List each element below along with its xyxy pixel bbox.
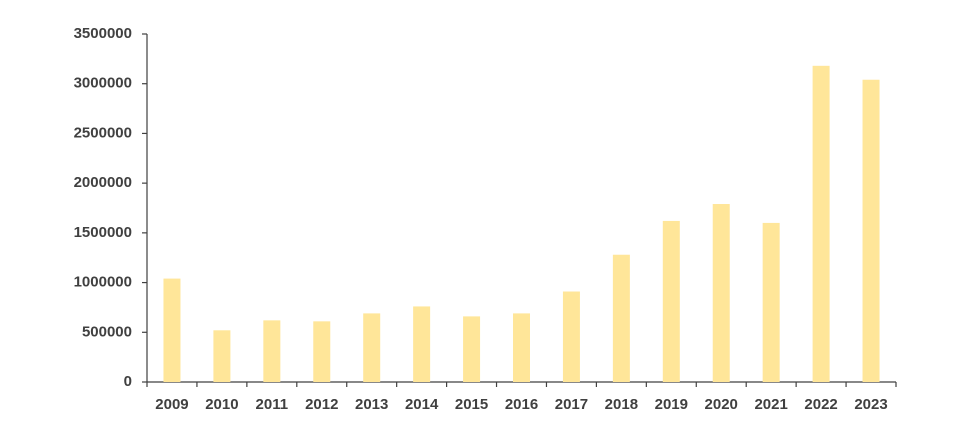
x-tick-label: 2016 (505, 396, 538, 413)
y-tick-label: 2000000 (74, 174, 132, 191)
x-tick-label: 2017 (555, 396, 588, 413)
bar (313, 321, 331, 382)
y-tick-label: 1000000 (74, 274, 132, 291)
x-tick-label: 2013 (355, 396, 388, 413)
x-tick-label: 2009 (155, 396, 188, 413)
y-tick-label: 500000 (82, 323, 132, 340)
x-tick-label: 2012 (305, 396, 338, 413)
x-tick-label: 2021 (754, 396, 787, 413)
bar (562, 291, 580, 382)
y-tick-label: 3000000 (74, 75, 132, 92)
bar (612, 254, 630, 382)
x-tick-label: 2010 (205, 396, 238, 413)
bar (712, 204, 730, 382)
bar (463, 316, 481, 382)
y-tick-label: 1500000 (74, 224, 132, 241)
bar (812, 65, 830, 383)
x-tick-label: 2020 (705, 396, 738, 413)
bar (513, 313, 530, 382)
bar (363, 313, 381, 382)
y-tick-label: 3500000 (74, 25, 132, 42)
x-tick-label: 2022 (804, 396, 837, 413)
bar (762, 222, 780, 382)
bar (163, 278, 181, 382)
x-tick-label: 2015 (455, 396, 488, 413)
bar (662, 220, 680, 382)
x-tick-label: 2019 (655, 396, 688, 413)
bar (413, 306, 431, 382)
x-tick-label: 2018 (605, 396, 638, 413)
bar (862, 79, 880, 382)
x-tick-label: 2023 (854, 396, 887, 413)
x-tick-label: 2011 (256, 396, 289, 413)
x-tick-label: 2014 (405, 396, 439, 413)
bar (263, 320, 281, 382)
y-tick-label: 2500000 (74, 124, 132, 141)
bar (213, 330, 231, 382)
y-tick-label: 0 (124, 373, 132, 390)
